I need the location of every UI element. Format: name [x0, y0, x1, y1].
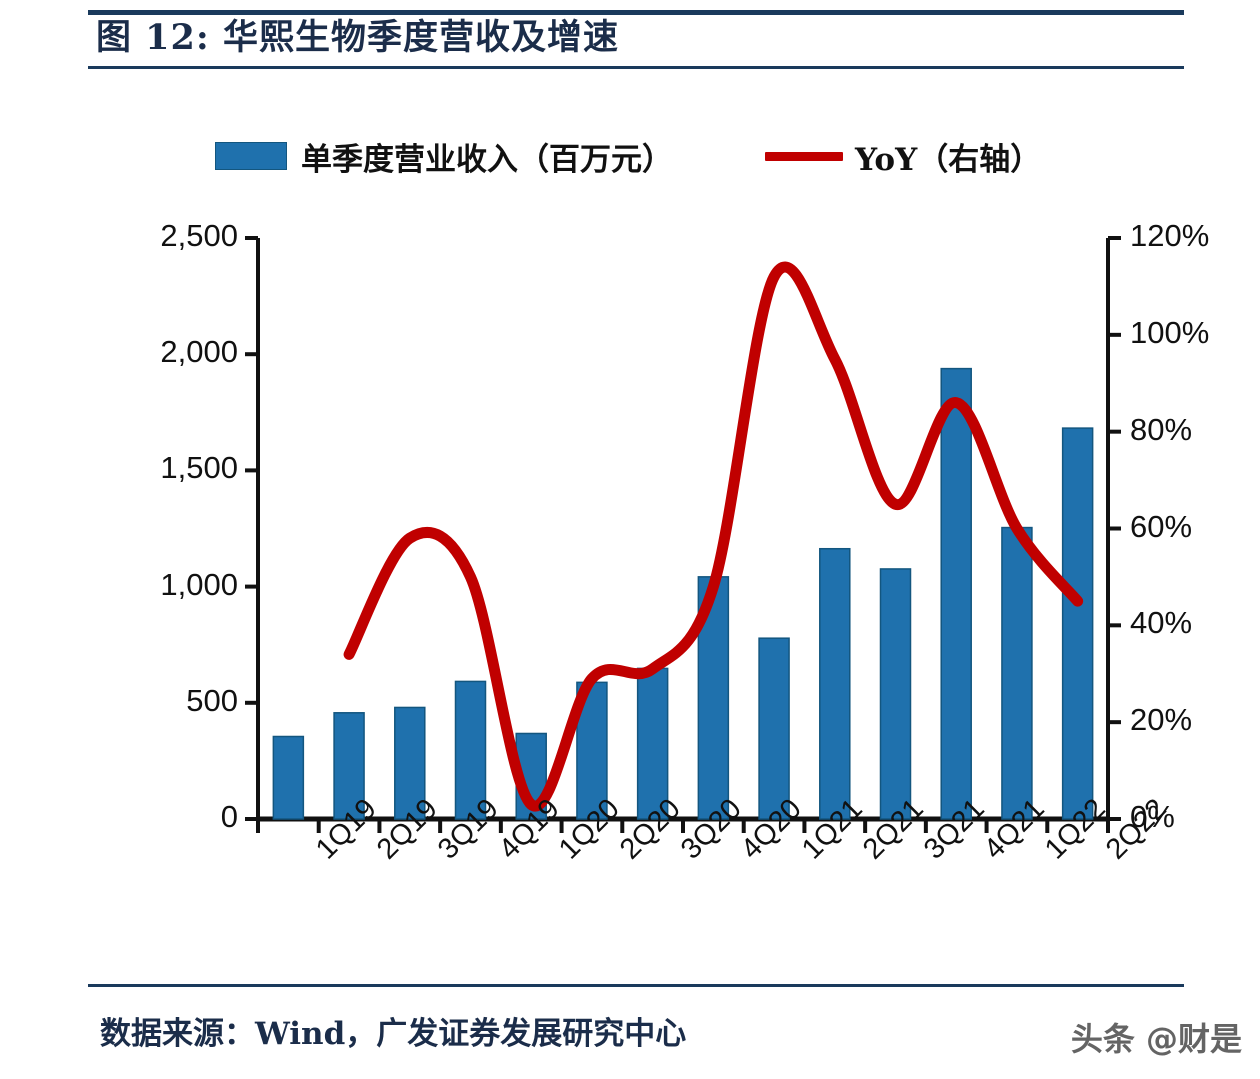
right-axis-tick-label: 60%	[1130, 508, 1193, 544]
legend-item-yoy: YoY（右轴）	[765, 134, 1041, 179]
yoy-line	[343, 261, 1084, 812]
chart-legend: 单季度营业收入（百万元） YoY（右轴）	[215, 128, 1175, 184]
legend-item-revenue: 单季度营业收入（百万元）	[215, 134, 673, 179]
right-axis-tick-label: 20%	[1130, 702, 1193, 738]
legend-label-yoy: YoY（右轴）	[855, 141, 1042, 178]
left-axis-tick-label: 1,000	[160, 566, 238, 602]
left-axis-tick-label: 0	[220, 799, 238, 834]
right-axis-tick-label: 100%	[1130, 314, 1210, 350]
watermark: 头条 @财是	[1070, 1020, 1242, 1058]
left-axis-tick-label: 500	[186, 682, 238, 718]
legend-label-revenue: 单季度营业收入（百万元）	[301, 141, 673, 178]
source-note: 数据来源：Wind，广发证券发展研究中心	[100, 1016, 687, 1052]
bar-1Q21	[758, 637, 790, 820]
left-axis-tick-label: 2,000	[160, 334, 238, 370]
title-bottom-rule	[88, 66, 1184, 69]
bar-2Q21	[819, 547, 851, 820]
right-axis-tick-label: 40%	[1130, 605, 1193, 641]
line-swatch-icon	[765, 151, 843, 161]
bar-3Q21	[879, 568, 912, 820]
bar-4Q21	[940, 367, 972, 820]
footer-rule	[88, 984, 1184, 987]
title-top-rule	[88, 10, 1184, 15]
bar-3Q20	[636, 667, 669, 820]
bar-swatch-icon	[215, 142, 287, 170]
bar-4Q19	[454, 680, 487, 820]
bar-1Q22	[1001, 526, 1033, 820]
bar-3Q19	[394, 706, 426, 820]
bar-2Q22	[1061, 427, 1094, 820]
page-title: 图 12: 华熙生物季度营收及增速	[96, 17, 619, 58]
right-axis-tick-label: 80%	[1130, 411, 1193, 447]
bar-2Q19	[333, 712, 365, 820]
bar-1Q19	[272, 735, 305, 820]
right-axis-tick-label: 0%	[1130, 799, 1175, 834]
right-axis-tick-label: 120%	[1130, 218, 1210, 253]
left-axis-tick-label: 1,500	[160, 450, 238, 486]
left-axis-tick-label: 2,500	[160, 218, 238, 253]
